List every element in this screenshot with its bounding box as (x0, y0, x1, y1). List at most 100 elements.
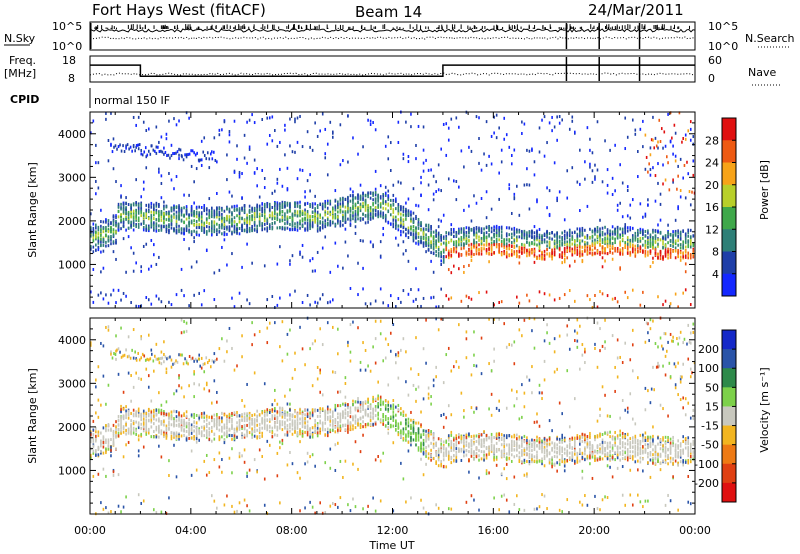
echo-cell (682, 136, 684, 140)
echo-cell (266, 205, 269, 209)
echo-cell (122, 224, 125, 228)
noise-panel: N.Sky 10^5 10^0 10^5 10^0 N.Search (4, 20, 795, 53)
echo-cell (453, 230, 455, 234)
echo-cell (165, 137, 168, 141)
echo-cell (478, 247, 480, 251)
echo-cell (214, 158, 217, 162)
echo-cell (112, 434, 115, 438)
echo-cell (445, 246, 448, 250)
echo-cell (105, 429, 107, 433)
echo-cell (495, 228, 498, 232)
echo-cell (354, 212, 357, 216)
echo-cell (652, 238, 654, 242)
echo-cell (367, 209, 369, 213)
echo-cell (132, 209, 135, 213)
echo-cell (218, 465, 221, 469)
echo-cell (574, 245, 576, 249)
echo-cell (200, 425, 203, 429)
echo-cell (553, 242, 556, 246)
echo-cell (168, 225, 170, 229)
echo-cell (606, 230, 609, 234)
echo-cell (606, 252, 609, 256)
echo-cell (442, 250, 445, 254)
echo-cell (115, 230, 117, 234)
echo-cell (669, 255, 672, 259)
echo-cell (263, 219, 266, 223)
echo-cell (440, 238, 442, 242)
echo-cell (563, 254, 566, 258)
echo-cell (125, 212, 127, 216)
echo-cell (649, 235, 652, 239)
echo-cell (420, 181, 422, 185)
echo-cell (342, 215, 344, 219)
echo-cell (649, 233, 652, 237)
echo-cell (97, 398, 100, 402)
echo-cell (601, 230, 604, 234)
echo-cell (485, 120, 488, 124)
echo-cell (392, 198, 395, 202)
echo-cell (326, 222, 329, 226)
echo-cell (437, 248, 440, 252)
echo-cell (548, 121, 551, 125)
echo-cell (463, 265, 465, 269)
echo-cell (508, 246, 511, 250)
echo-cell (430, 227, 432, 231)
echo-cell (667, 253, 669, 257)
echo-cell (140, 377, 143, 381)
echo-cell (678, 111, 681, 115)
echo-cell (284, 212, 286, 216)
echo-cell (470, 242, 473, 246)
echo-cell (410, 210, 412, 214)
echo-cell (657, 146, 659, 150)
echo-cell (296, 221, 299, 225)
colorbar-swatch (722, 207, 736, 230)
echo-cell (558, 296, 561, 300)
echo-cell (374, 193, 377, 197)
echo-cell (183, 395, 185, 399)
echo-cell (105, 325, 107, 329)
echo-cell (596, 234, 599, 238)
echo-cell (266, 298, 269, 302)
echo-cell (495, 136, 498, 140)
echo-cell (110, 236, 112, 240)
echo-cell (533, 249, 536, 253)
echo-cell (170, 437, 173, 441)
echo-cell (243, 204, 246, 208)
echo-cell (170, 222, 173, 226)
echo-cell (178, 424, 180, 428)
echo-cell (158, 202, 160, 206)
echo-cell (266, 142, 269, 146)
echo-cell (105, 225, 107, 229)
echo-cell (173, 227, 175, 231)
echo-cell (601, 251, 604, 255)
echo-cell (621, 237, 624, 241)
echo-cell (163, 431, 165, 435)
echo-cell (163, 200, 165, 204)
echo-cell (200, 212, 203, 216)
echo-cell (211, 215, 213, 219)
echo-cell (216, 160, 218, 164)
echo-cell (689, 245, 692, 249)
echo-cell (435, 250, 437, 254)
echo-cell (329, 270, 332, 274)
echo-cell (435, 243, 437, 247)
echo-cell (556, 138, 558, 142)
echo-cell (306, 213, 309, 217)
echo-cell (90, 131, 92, 135)
echo-cell (364, 213, 367, 217)
echo-cell (352, 136, 354, 140)
echo-cell (445, 242, 448, 246)
echo-cell (415, 203, 417, 207)
echo-cell (579, 227, 581, 231)
echo-cell (639, 249, 642, 253)
echo-cell (576, 180, 579, 184)
echo-cell (432, 247, 435, 251)
echo-cell (135, 432, 137, 436)
echo-cell (510, 232, 513, 236)
echo-cell (163, 215, 165, 219)
echo-cell (168, 416, 170, 420)
echo-cell (256, 167, 258, 171)
echo-cell (639, 202, 642, 206)
echo-cell (90, 290, 92, 294)
echo-cell (563, 260, 566, 264)
